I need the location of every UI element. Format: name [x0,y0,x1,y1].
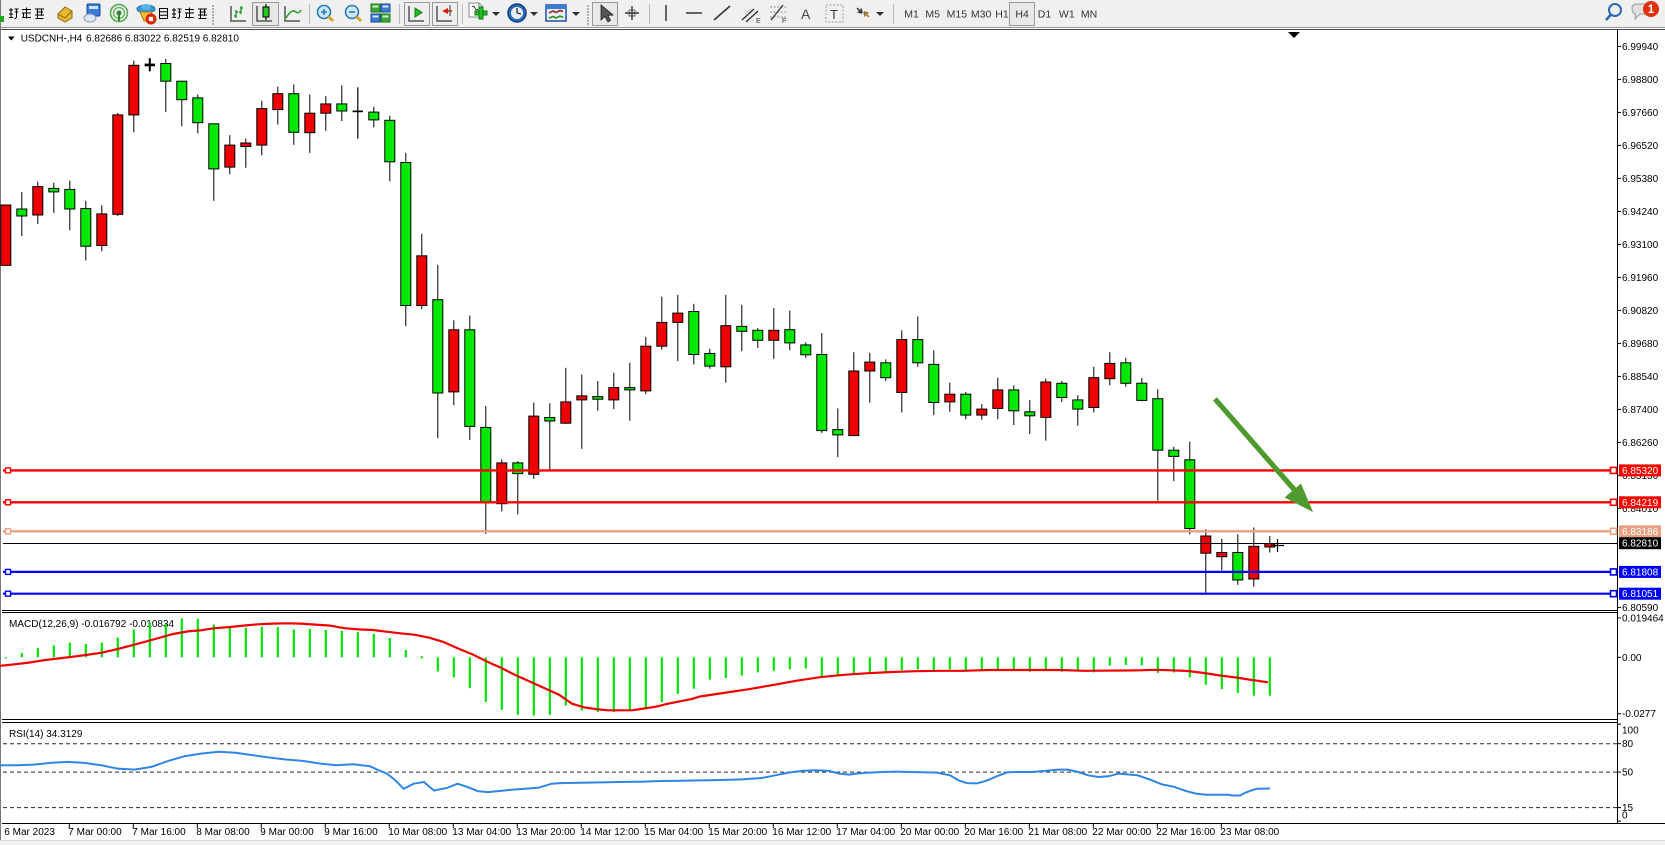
svg-text:0: 0 [1622,811,1628,822]
svg-text:22 Mar 00:00: 22 Mar 00:00 [1092,827,1151,838]
svg-text:-0.0277: -0.0277 [1622,709,1656,720]
svg-text:17 Mar 04:00: 17 Mar 04:00 [836,827,895,838]
svg-text:6.84219: 6.84219 [1622,498,1659,509]
svg-text:M1: M1 [904,9,919,21]
svg-text:7 Mar 00:00: 7 Mar 00:00 [68,827,122,838]
svg-text:1: 1 [1648,4,1655,16]
svg-text:15 Mar 20:00: 15 Mar 20:00 [708,827,767,838]
svg-text:7 Mar 16:00: 7 Mar 16:00 [132,827,186,838]
svg-text:MN: MN [1081,9,1097,21]
svg-text:15: 15 [1622,803,1634,814]
svg-text:8 Mar 08:00: 8 Mar 08:00 [196,827,250,838]
svg-text:22 Mar 16:00: 22 Mar 16:00 [1156,827,1215,838]
svg-text:6.87400: 6.87400 [1622,405,1659,416]
svg-text:6.82810: 6.82810 [1622,539,1659,550]
svg-text:6.82686 6.83022 6.82519 6.8281: 6.82686 6.83022 6.82519 6.82810 [86,34,239,45]
svg-text:H1: H1 [995,9,1009,21]
svg-text:W1: W1 [1059,9,1075,21]
svg-text:M5: M5 [925,9,940,21]
svg-text:6.98800: 6.98800 [1622,75,1659,86]
svg-text:15 Mar 04:00: 15 Mar 04:00 [644,827,703,838]
svg-text:6.89680: 6.89680 [1622,339,1659,350]
svg-text:50: 50 [1622,768,1634,779]
svg-text:10 Mar 08:00: 10 Mar 08:00 [388,827,447,838]
svg-text:6.93100: 6.93100 [1622,240,1659,251]
svg-text:21 Mar 08:00: 21 Mar 08:00 [1028,827,1087,838]
svg-text:6.96520: 6.96520 [1622,141,1659,152]
svg-text:6.81051: 6.81051 [1622,589,1659,600]
svg-text:T: T [830,7,838,22]
svg-text:RSI(14) 34.3129: RSI(14) 34.3129 [9,729,83,740]
svg-text:16 Mar 12:00: 16 Mar 12:00 [772,827,831,838]
svg-text:USDCNH-,H4: USDCNH-,H4 [21,34,83,45]
svg-text:80: 80 [1622,739,1634,750]
svg-text:100: 100 [1622,725,1639,736]
svg-text:6 Mar 2023: 6 Mar 2023 [4,827,55,838]
svg-text:E: E [756,18,761,25]
svg-text:6.84010: 6.84010 [1622,504,1659,515]
svg-text:13 Mar 20:00: 13 Mar 20:00 [516,827,575,838]
svg-text:6.94240: 6.94240 [1622,207,1659,218]
svg-text:6.91960: 6.91960 [1622,273,1659,284]
svg-text:20 Mar 16:00: 20 Mar 16:00 [964,827,1023,838]
svg-text:A: A [801,6,811,22]
svg-text:D1: D1 [1038,9,1052,21]
svg-text:6.85320: 6.85320 [1622,466,1659,477]
svg-text:0.019464: 0.019464 [1622,614,1664,625]
svg-text:14 Mar 12:00: 14 Mar 12:00 [580,827,639,838]
svg-text:23 Mar 08:00: 23 Mar 08:00 [1220,827,1279,838]
svg-text:MACD(12,26,9) -0.016792 -0.010: MACD(12,26,9) -0.016792 -0.010834 [9,619,175,630]
svg-text:M30: M30 [971,9,992,21]
svg-text:6.88540: 6.88540 [1622,372,1659,383]
svg-text:6.99940: 6.99940 [1622,42,1659,53]
svg-text:0.00: 0.00 [1622,653,1642,664]
svg-text:20 Mar 00:00: 20 Mar 00:00 [900,827,959,838]
svg-text:6.97660: 6.97660 [1622,108,1659,119]
svg-text:9 Mar 00:00: 9 Mar 00:00 [260,827,314,838]
svg-text:6.90820: 6.90820 [1622,306,1659,317]
svg-text:6.81808: 6.81808 [1622,567,1659,578]
svg-text:6.80590: 6.80590 [1622,603,1659,614]
svg-text:F: F [782,18,786,25]
svg-text:13 Mar 04:00: 13 Mar 04:00 [452,827,511,838]
svg-text:6.83186: 6.83186 [1622,527,1659,538]
svg-text:M15: M15 [947,9,968,21]
svg-text:6.86260: 6.86260 [1622,438,1659,449]
svg-text:H4: H4 [1015,9,1029,21]
svg-text:6.95380: 6.95380 [1622,174,1659,185]
svg-text:9 Mar 16:00: 9 Mar 16:00 [324,827,378,838]
